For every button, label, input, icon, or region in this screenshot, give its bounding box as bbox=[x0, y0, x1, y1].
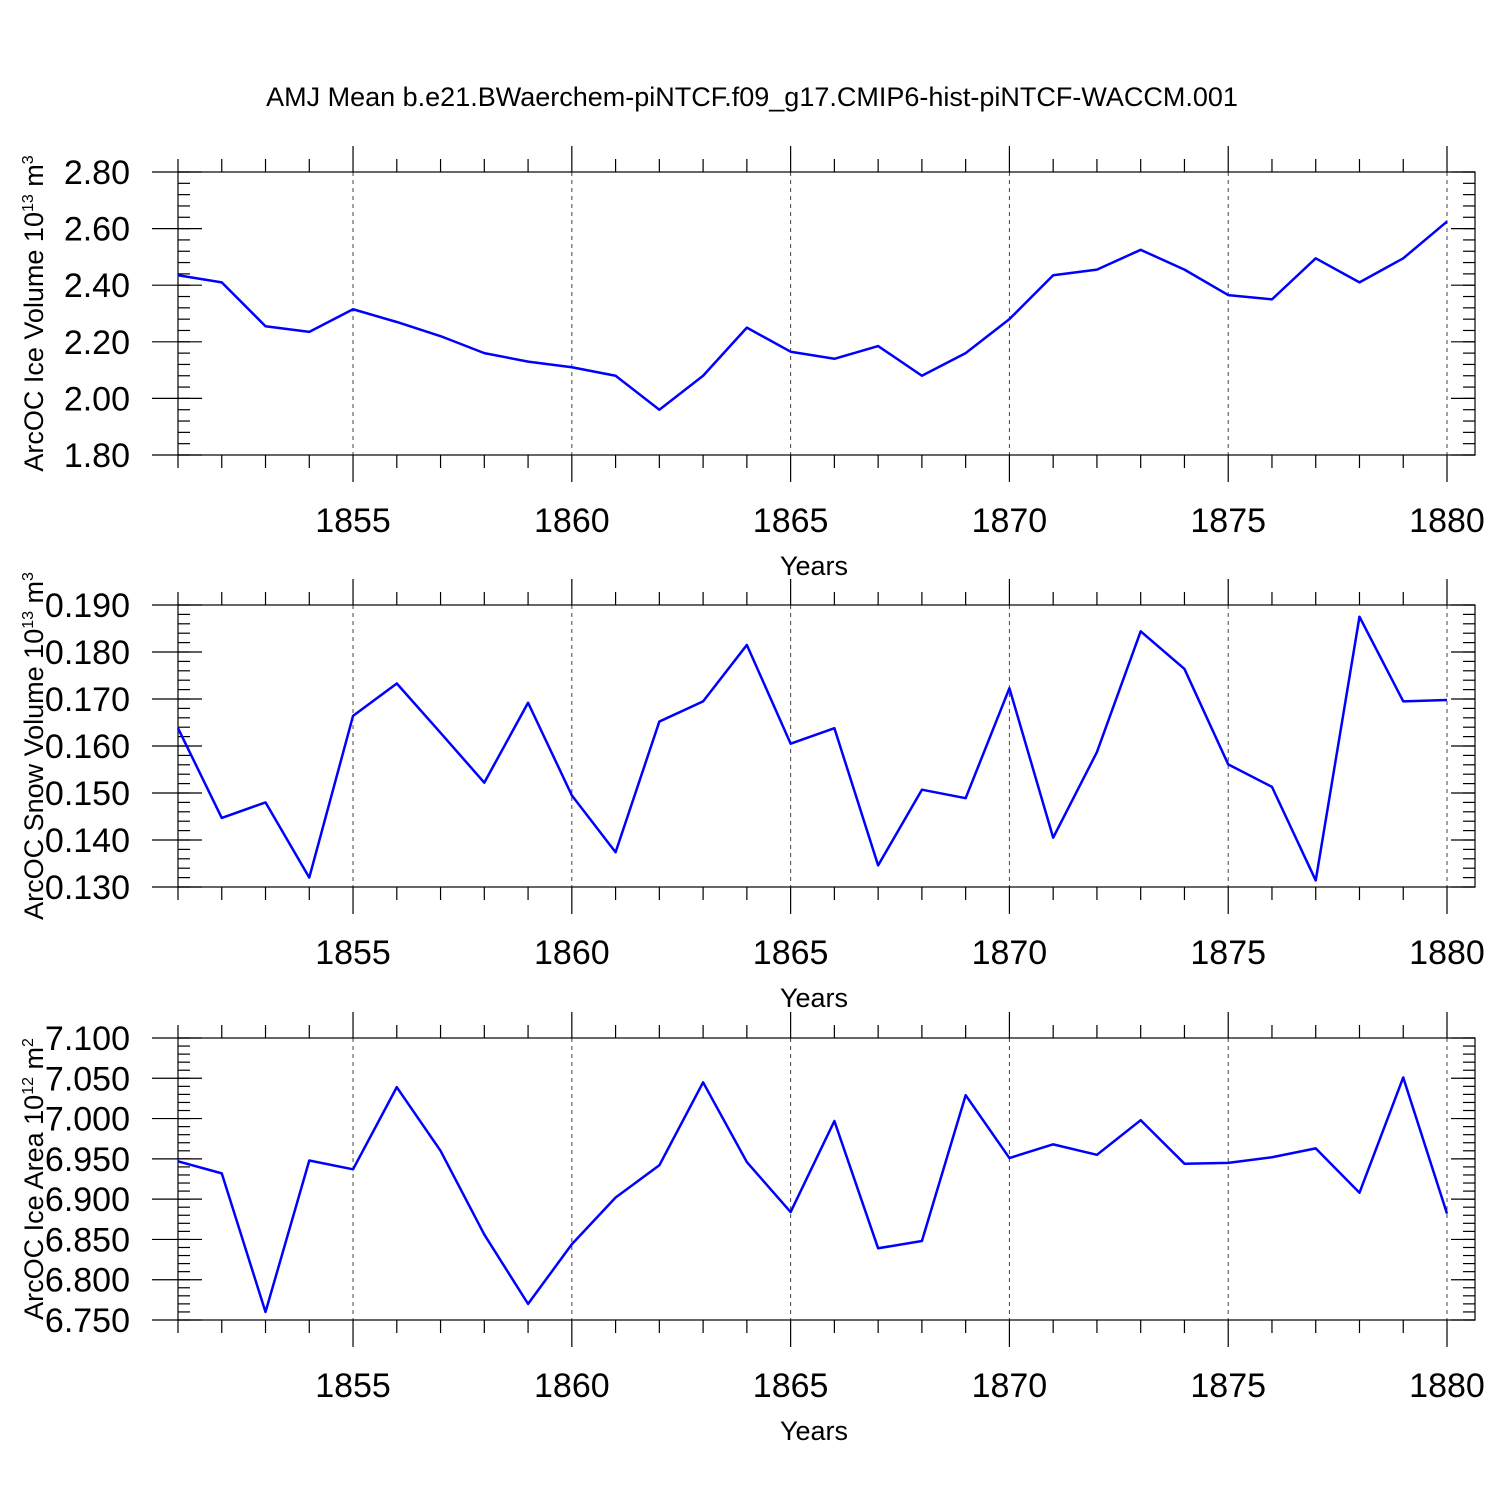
x-tick-label: 1865 bbox=[753, 502, 829, 540]
y-tick-label: 6.800 bbox=[45, 1262, 130, 1300]
x-tick-label: 1860 bbox=[534, 502, 610, 540]
y-tick-label: 0.160 bbox=[45, 728, 130, 766]
series-line bbox=[176, 615, 1448, 882]
x-tick-label: 1880 bbox=[1409, 502, 1485, 540]
panel-3: 6.7506.8006.8506.9006.9507.0007.0507.100… bbox=[19, 1012, 1485, 1446]
y-tick-label: 2.40 bbox=[64, 267, 130, 305]
x-tick-label: 1860 bbox=[534, 934, 610, 972]
y-tick-label: 2.80 bbox=[64, 154, 130, 192]
x-tick-label: 1855 bbox=[315, 502, 391, 540]
y-tick-label: 0.130 bbox=[45, 869, 130, 907]
x-tick-label: 1865 bbox=[753, 934, 829, 972]
y-axis-label: ArcOC Ice Area 1012 m2 bbox=[19, 1038, 49, 1320]
y-tick-label: 7.100 bbox=[45, 1020, 130, 1058]
panel-1: 1.80 2.00 2.20 2.40 2.60 2.80 1855 1860 1865 1870… bbox=[19, 146, 1485, 581]
x-tick-label: 1870 bbox=[972, 1367, 1048, 1405]
y-tick-label: 2.60 bbox=[64, 211, 130, 249]
plot-frame bbox=[177, 171, 1476, 456]
y-axis-label: ArcOC Snow Volume 1013 m3 bbox=[19, 572, 49, 920]
y-tick-label: 2.00 bbox=[64, 380, 130, 418]
x-tick-label: 1855 bbox=[315, 934, 391, 972]
x-tick-label: 1875 bbox=[1190, 502, 1266, 540]
x-axis-label: Years bbox=[780, 1416, 848, 1446]
y-axis-label: ArcOC Ice Volume 1013 m3 bbox=[19, 155, 49, 471]
y-tick-label: 6.750 bbox=[45, 1302, 130, 1340]
panel-2: 0.130 0.140 0.150 0.160 0.170 0.180 0.190 1855 1… bbox=[19, 572, 1485, 1013]
y-tick-label: 7.050 bbox=[45, 1060, 130, 1098]
y-tick-label: 7.000 bbox=[45, 1101, 130, 1139]
series-line bbox=[177, 220, 1448, 411]
y-tick-label: 0.150 bbox=[45, 775, 130, 813]
x-tick-label: 1855 bbox=[315, 1367, 391, 1405]
x-tick-label: 1875 bbox=[1190, 1367, 1266, 1405]
x-tick-label: 1875 bbox=[1190, 934, 1266, 972]
panels: 1.80 2.00 2.20 2.40 2.60 2.80 1855 1860 1865 1870… bbox=[19, 146, 1485, 1446]
series-line bbox=[177, 1076, 1449, 1314]
x-axis-label: Years bbox=[780, 551, 848, 581]
figure-title: AMJ Mean b.e21.BWaerchem-piNTCF.f09_g17.… bbox=[266, 82, 1238, 112]
x-tick-label: 1880 bbox=[1409, 934, 1485, 972]
y-tick-label: 1.80 bbox=[64, 437, 130, 475]
x-tick-label: 1870 bbox=[972, 934, 1048, 972]
plot-frame bbox=[177, 1037, 1476, 1321]
y-tick-label: 0.170 bbox=[45, 681, 130, 719]
y-tick-label: 6.950 bbox=[45, 1141, 130, 1179]
y-tick-label: 0.140 bbox=[45, 822, 130, 860]
x-tick-label: 1860 bbox=[534, 1367, 610, 1405]
y-tick-label: 2.20 bbox=[64, 324, 130, 362]
y-tick-label: 6.900 bbox=[45, 1181, 130, 1219]
y-tick-label: 0.190 bbox=[45, 587, 130, 625]
y-tick-label: 6.850 bbox=[45, 1221, 130, 1259]
x-tick-label: 1870 bbox=[972, 502, 1048, 540]
x-tick-label: 1865 bbox=[753, 1367, 829, 1405]
x-tick-label: 1880 bbox=[1409, 1367, 1485, 1405]
plot-frame bbox=[177, 604, 1476, 888]
y-tick-label: 0.180 bbox=[45, 634, 130, 672]
x-axis-label: Years bbox=[780, 983, 848, 1013]
